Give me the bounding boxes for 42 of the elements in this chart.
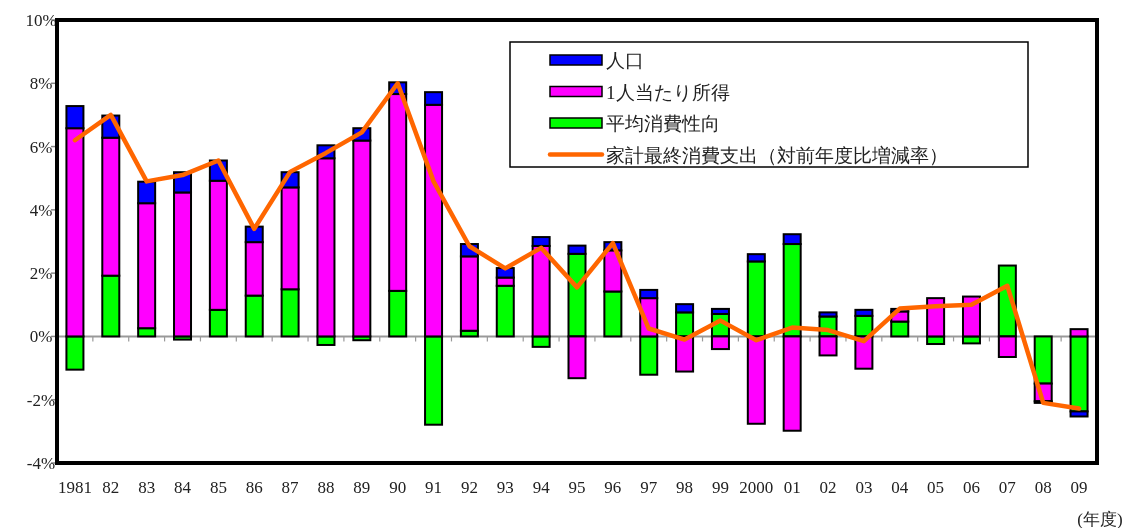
x-tick-label: 82 bbox=[102, 478, 120, 497]
x-tick-label: 06 bbox=[962, 478, 980, 497]
x-tick-label: 97 bbox=[640, 478, 658, 497]
text: (年度) bbox=[1077, 510, 1123, 528]
x-tick-label: 83 bbox=[138, 478, 156, 497]
x-tick-label: 04 bbox=[891, 478, 909, 497]
x-tick-label: 89 bbox=[353, 478, 371, 497]
x-tick-label: 05 bbox=[927, 478, 945, 497]
x-tick-label: 85 bbox=[209, 478, 227, 497]
x-tick-label: 95 bbox=[568, 478, 586, 497]
x-tick-label: 96 bbox=[604, 478, 622, 497]
x-tick-label: 98 bbox=[676, 478, 694, 497]
y-tick-label: -2% bbox=[26, 390, 56, 410]
x-tick-label: 09 bbox=[1070, 478, 1088, 497]
y-tick-label: 4% bbox=[29, 200, 53, 220]
x-tick-label: 87 bbox=[281, 478, 300, 497]
y-tick-label: 0% bbox=[29, 327, 53, 347]
y-tick-label: -4% bbox=[26, 454, 56, 473]
legend-label: 人口 bbox=[606, 50, 644, 71]
legend-label: 家計最終消費支出（対前年度比増減率） bbox=[606, 144, 948, 166]
x-tick-label: 01 bbox=[783, 478, 801, 497]
x-tick-label: 1981 bbox=[57, 478, 92, 497]
x-tick-label: 86 bbox=[245, 478, 263, 497]
legend-label: 1人当たり所得 bbox=[606, 81, 730, 103]
x-tick-label: 93 bbox=[496, 478, 514, 497]
x-tick-label: 08 bbox=[1034, 478, 1052, 497]
x-tick-label: 91 bbox=[425, 478, 443, 497]
x-tick-label: 03 bbox=[855, 478, 873, 497]
x-tick-label: 2000 bbox=[739, 478, 774, 497]
x-tick-label: 94 bbox=[532, 478, 551, 497]
x-tick-label: 84 bbox=[174, 478, 192, 497]
legend-label: 平均消費性向 bbox=[606, 113, 720, 134]
y-tick-label: 8% bbox=[29, 74, 53, 94]
y-tick-label: 6% bbox=[29, 137, 53, 157]
y-tick-label: 2% bbox=[29, 264, 53, 284]
x-tick-label: 07 bbox=[998, 478, 1017, 497]
x-tick-label: 90 bbox=[389, 478, 407, 497]
x-tick-label: 92 bbox=[460, 478, 478, 497]
x-tick-label: 02 bbox=[819, 478, 837, 497]
x-tick-label: 88 bbox=[317, 478, 335, 497]
x-tick-label: 99 bbox=[711, 478, 729, 497]
y-tick-label: 10% bbox=[25, 11, 57, 30]
